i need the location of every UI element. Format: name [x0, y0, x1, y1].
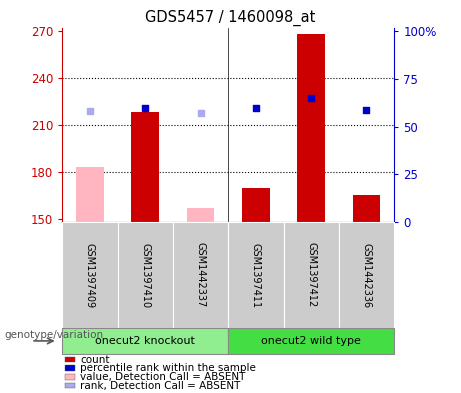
Bar [242, 187, 270, 222]
Text: GSM1442337: GSM1442337 [195, 242, 206, 308]
Point [252, 105, 260, 111]
Text: percentile rank within the sample: percentile rank within the sample [80, 363, 256, 373]
Text: GSM1397410: GSM1397410 [140, 242, 150, 308]
Text: onecut2 knockout: onecut2 knockout [95, 336, 195, 346]
Point [142, 105, 149, 111]
Text: onecut2 wild type: onecut2 wild type [261, 336, 361, 346]
Text: genotype/variation: genotype/variation [5, 330, 104, 340]
Text: GSM1397411: GSM1397411 [251, 242, 261, 308]
Text: GSM1397409: GSM1397409 [85, 242, 95, 308]
Text: value, Detection Call = ABSENT: value, Detection Call = ABSENT [80, 372, 246, 382]
Bar [297, 34, 325, 222]
Point [363, 107, 370, 113]
Point [307, 95, 315, 101]
Text: GSM1442336: GSM1442336 [361, 242, 372, 308]
Text: rank, Detection Call = ABSENT: rank, Detection Call = ABSENT [80, 380, 241, 391]
Bar [353, 195, 380, 222]
Text: GDS5457 / 1460098_at: GDS5457 / 1460098_at [145, 10, 316, 26]
Bar [187, 208, 214, 222]
Bar [131, 112, 159, 222]
Point [197, 110, 204, 116]
Bar [76, 167, 104, 222]
Text: GSM1397412: GSM1397412 [306, 242, 316, 308]
Point [86, 108, 94, 115]
Text: count: count [80, 354, 110, 365]
